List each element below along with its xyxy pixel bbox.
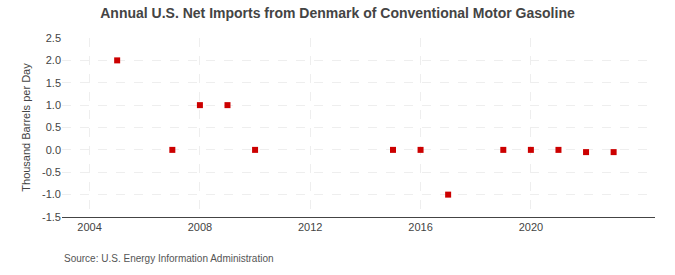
svg-text:2.5: 2.5 xyxy=(46,32,61,44)
svg-text:1.5: 1.5 xyxy=(46,77,61,89)
svg-text:1.0: 1.0 xyxy=(46,99,61,111)
svg-text:0.0: 0.0 xyxy=(46,144,61,156)
svg-text:Thousand Barrels per Day: Thousand Barrels per Day xyxy=(20,63,32,192)
svg-text:0.5: 0.5 xyxy=(46,121,61,133)
svg-text:Source: U.S. Energy Informatio: Source: U.S. Energy Information Administ… xyxy=(64,253,274,264)
svg-text:-1.0: -1.0 xyxy=(42,188,61,200)
svg-text:-1.5: -1.5 xyxy=(42,211,61,223)
svg-text:2.0: 2.0 xyxy=(46,54,61,66)
svg-text:2016: 2016 xyxy=(408,221,432,233)
svg-text:2004: 2004 xyxy=(77,221,101,233)
svg-text:-0.5: -0.5 xyxy=(42,166,61,178)
svg-text:2020: 2020 xyxy=(519,221,543,233)
svg-text:Annual U.S. Net Imports from D: Annual U.S. Net Imports from Denmark of … xyxy=(100,5,575,21)
svg-text:2012: 2012 xyxy=(298,221,322,233)
svg-text:2008: 2008 xyxy=(188,221,212,233)
